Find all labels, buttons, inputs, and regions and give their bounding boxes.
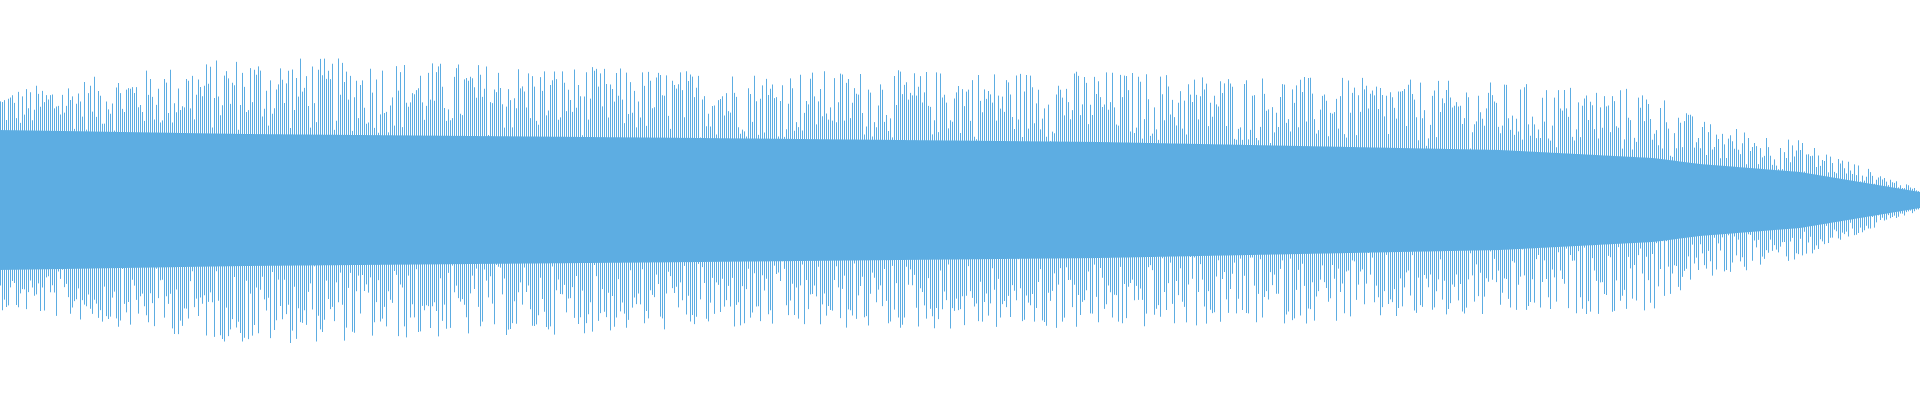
waveform-bars: [0, 58, 1920, 343]
